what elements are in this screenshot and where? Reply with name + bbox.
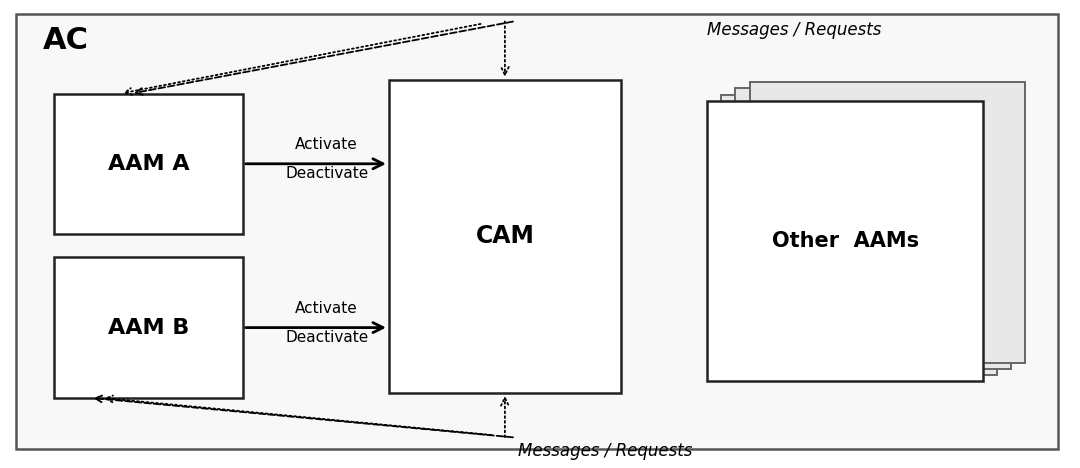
Bar — [735, 88, 1011, 369]
Bar — [54, 257, 243, 398]
Text: Other  AAMs: Other AAMs — [771, 231, 919, 251]
Text: Deactivate: Deactivate — [285, 166, 368, 181]
Text: Activate: Activate — [295, 301, 359, 316]
Bar — [750, 82, 1025, 363]
Bar — [389, 80, 621, 393]
Bar — [721, 95, 997, 375]
Text: CAM: CAM — [475, 224, 535, 249]
Text: Deactivate: Deactivate — [285, 330, 368, 345]
Text: AC: AC — [43, 26, 90, 55]
Text: Activate: Activate — [295, 137, 359, 152]
Text: AAM A: AAM A — [108, 154, 189, 174]
Text: AAM B: AAM B — [108, 318, 189, 337]
Bar — [707, 101, 983, 381]
Text: Messages / Requests: Messages / Requests — [517, 442, 692, 460]
Bar — [54, 94, 243, 234]
Text: Messages / Requests: Messages / Requests — [707, 21, 881, 39]
